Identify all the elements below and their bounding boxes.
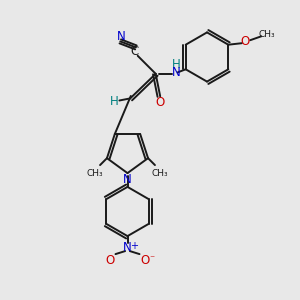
Text: N: N	[123, 173, 132, 186]
Text: O: O	[106, 254, 115, 267]
Text: O: O	[156, 96, 165, 109]
Text: CH₃: CH₃	[87, 169, 103, 178]
Text: O: O	[240, 35, 249, 48]
Text: N: N	[123, 241, 132, 254]
Text: CH₃: CH₃	[151, 169, 168, 178]
Text: N: N	[116, 29, 125, 43]
Text: ⁻: ⁻	[149, 254, 154, 265]
Text: CH₃: CH₃	[259, 30, 276, 39]
Text: +: +	[130, 241, 138, 251]
Text: O: O	[140, 254, 149, 267]
Text: H: H	[110, 95, 119, 108]
Text: N: N	[172, 66, 181, 79]
Text: H: H	[172, 58, 181, 71]
Text: C: C	[130, 45, 138, 58]
